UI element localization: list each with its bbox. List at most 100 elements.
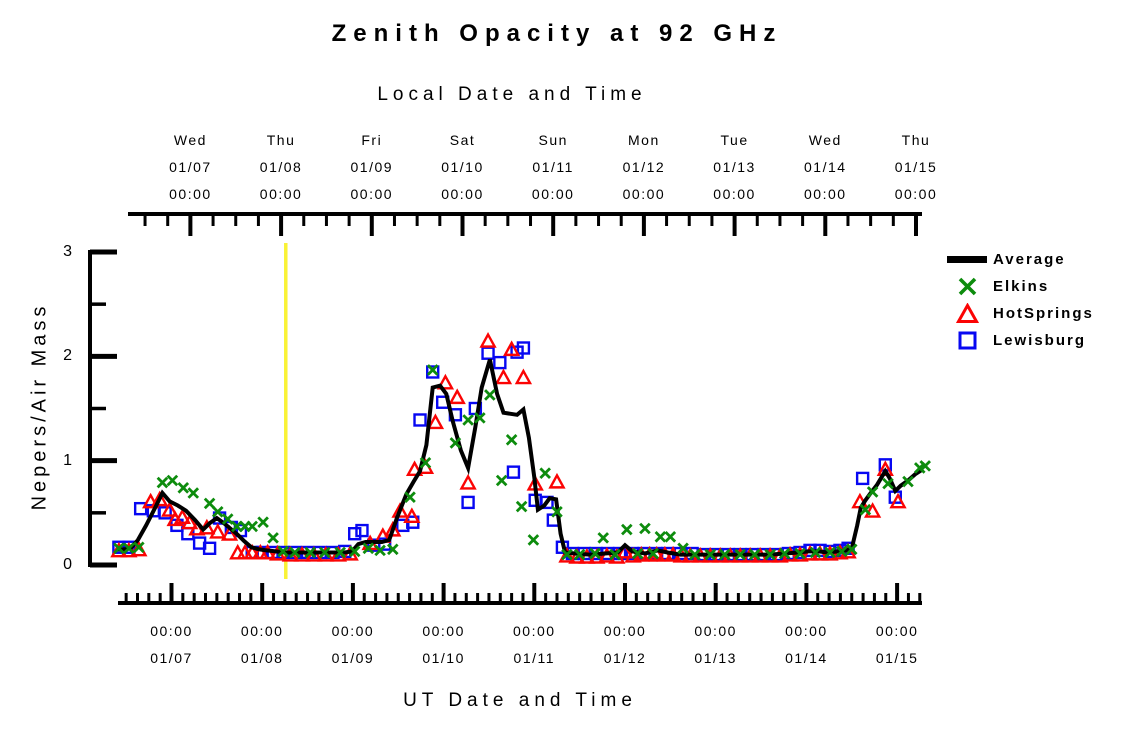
data-point-x — [539, 467, 551, 479]
data-point-x — [462, 414, 474, 426]
data-point-triangle — [558, 546, 576, 563]
data-point-square — [855, 471, 870, 486]
legend: Average Elkins HotSprings Lewisburg — [941, 246, 1094, 354]
data-point-triangle — [151, 490, 169, 507]
data-point-x — [859, 503, 872, 516]
data-point-x — [845, 543, 858, 556]
data-point-x — [484, 389, 496, 401]
data-point-x — [211, 506, 224, 518]
legend-label-lewisburg: Lewisburg — [993, 332, 1087, 349]
data-point-x — [387, 543, 399, 556]
open-triangle-icon — [941, 303, 993, 324]
data-point-x — [734, 548, 746, 561]
bottom-axis-label: 00:00 01/08 — [240, 623, 284, 666]
data-point-x — [419, 456, 432, 469]
y-axis-title: Nepers/Air Mass — [28, 302, 51, 511]
data-point-x — [664, 531, 677, 543]
data-point-triangle — [391, 502, 409, 518]
data-point-x — [246, 520, 259, 533]
series-elkins — [113, 364, 932, 561]
data-point-square — [481, 346, 495, 360]
data-point-x — [495, 474, 508, 487]
legend-row-lewisburg: Lewisburg — [941, 327, 1094, 354]
data-point-x — [748, 548, 761, 561]
data-point-triangle — [514, 368, 533, 385]
data-point-x — [778, 547, 791, 560]
top-axis-label: Wed 01/07 00:00 — [169, 132, 212, 202]
data-point-x — [866, 486, 879, 498]
data-point-square — [413, 413, 427, 427]
bottom-axis-label: 00:00 01/11 — [513, 623, 556, 666]
data-point-x — [573, 548, 586, 561]
data-point-x — [515, 500, 528, 513]
top-axis-label: Tue 01/13 00:00 — [713, 132, 756, 202]
data-point-x — [689, 548, 701, 561]
data-point-x — [647, 547, 659, 560]
data-point-x — [113, 542, 125, 555]
data-point-x — [609, 548, 621, 561]
data-point-x — [166, 474, 179, 487]
y-tick-label: 2 — [63, 347, 72, 365]
data-point-x — [257, 516, 269, 529]
x-cross-icon — [941, 276, 993, 297]
legend-row-average: Average — [941, 246, 1094, 273]
top-axis-label: Thu 01/08 00:00 — [259, 132, 303, 202]
data-point-x — [187, 487, 200, 499]
data-point-x — [267, 532, 279, 544]
top-axis-label: Wed 01/14 00:00 — [804, 132, 847, 202]
data-point-x — [277, 545, 289, 558]
data-point-triangle — [220, 525, 239, 541]
data-point-x — [919, 460, 932, 472]
data-point-triangle — [403, 507, 421, 524]
data-point-triangle — [494, 368, 513, 385]
top-axis-label: Mon 01/12 00:00 — [622, 132, 666, 202]
data-point-x — [203, 497, 216, 510]
data-point-x — [631, 547, 644, 560]
data-point-x — [654, 531, 667, 543]
data-point-x — [123, 542, 135, 555]
data-point-x — [404, 491, 416, 503]
y-tick-label: 3 — [63, 243, 72, 260]
y-tick-label: 1 — [63, 451, 72, 469]
data-point-x — [621, 523, 633, 536]
data-point-triangle — [479, 332, 497, 348]
data-point-triangle — [173, 508, 192, 525]
top-axis-label: Sun 01/11 00:00 — [531, 132, 575, 202]
y-tick-label: 0 — [63, 556, 72, 573]
data-point-triangle — [863, 502, 882, 518]
average-line-swatch — [941, 256, 993, 263]
data-point-square — [516, 341, 531, 355]
data-point-x — [426, 364, 439, 376]
bottom-axis-title: UT Date and Time — [403, 690, 637, 711]
data-point-x — [835, 545, 848, 558]
data-point-x — [289, 546, 301, 559]
data-point-x — [177, 482, 190, 494]
data-point-square — [348, 527, 362, 541]
chart-title: Zenith Opacity at 92 GHz — [331, 20, 783, 47]
data-point-x — [551, 506, 563, 518]
legend-row-hotsprings: HotSprings — [941, 300, 1094, 327]
bottom-axis-label: 00:00 01/14 — [785, 623, 828, 666]
data-point-x — [718, 548, 731, 561]
open-square-icon — [941, 330, 993, 351]
data-point-x — [449, 437, 462, 449]
data-point-x — [318, 546, 331, 559]
data-point-x — [639, 522, 651, 535]
data-point-triangle — [436, 373, 455, 390]
data-point-square — [426, 365, 440, 379]
data-point-x — [362, 542, 375, 555]
data-point-x — [156, 476, 169, 489]
data-point-x — [304, 546, 317, 559]
data-point-x — [589, 547, 601, 560]
data-point-square — [158, 506, 172, 520]
data-point-x — [561, 548, 573, 561]
data-point-triangle — [181, 513, 199, 530]
data-point-square — [355, 523, 369, 538]
legend-label-hotsprings: HotSprings — [993, 305, 1094, 322]
data-point-x — [474, 412, 486, 424]
top-axis-label: Thu 01/15 00:00 — [894, 132, 938, 202]
data-point-triangle — [209, 522, 227, 539]
top-axis-title: Local Date and Time — [377, 84, 647, 105]
